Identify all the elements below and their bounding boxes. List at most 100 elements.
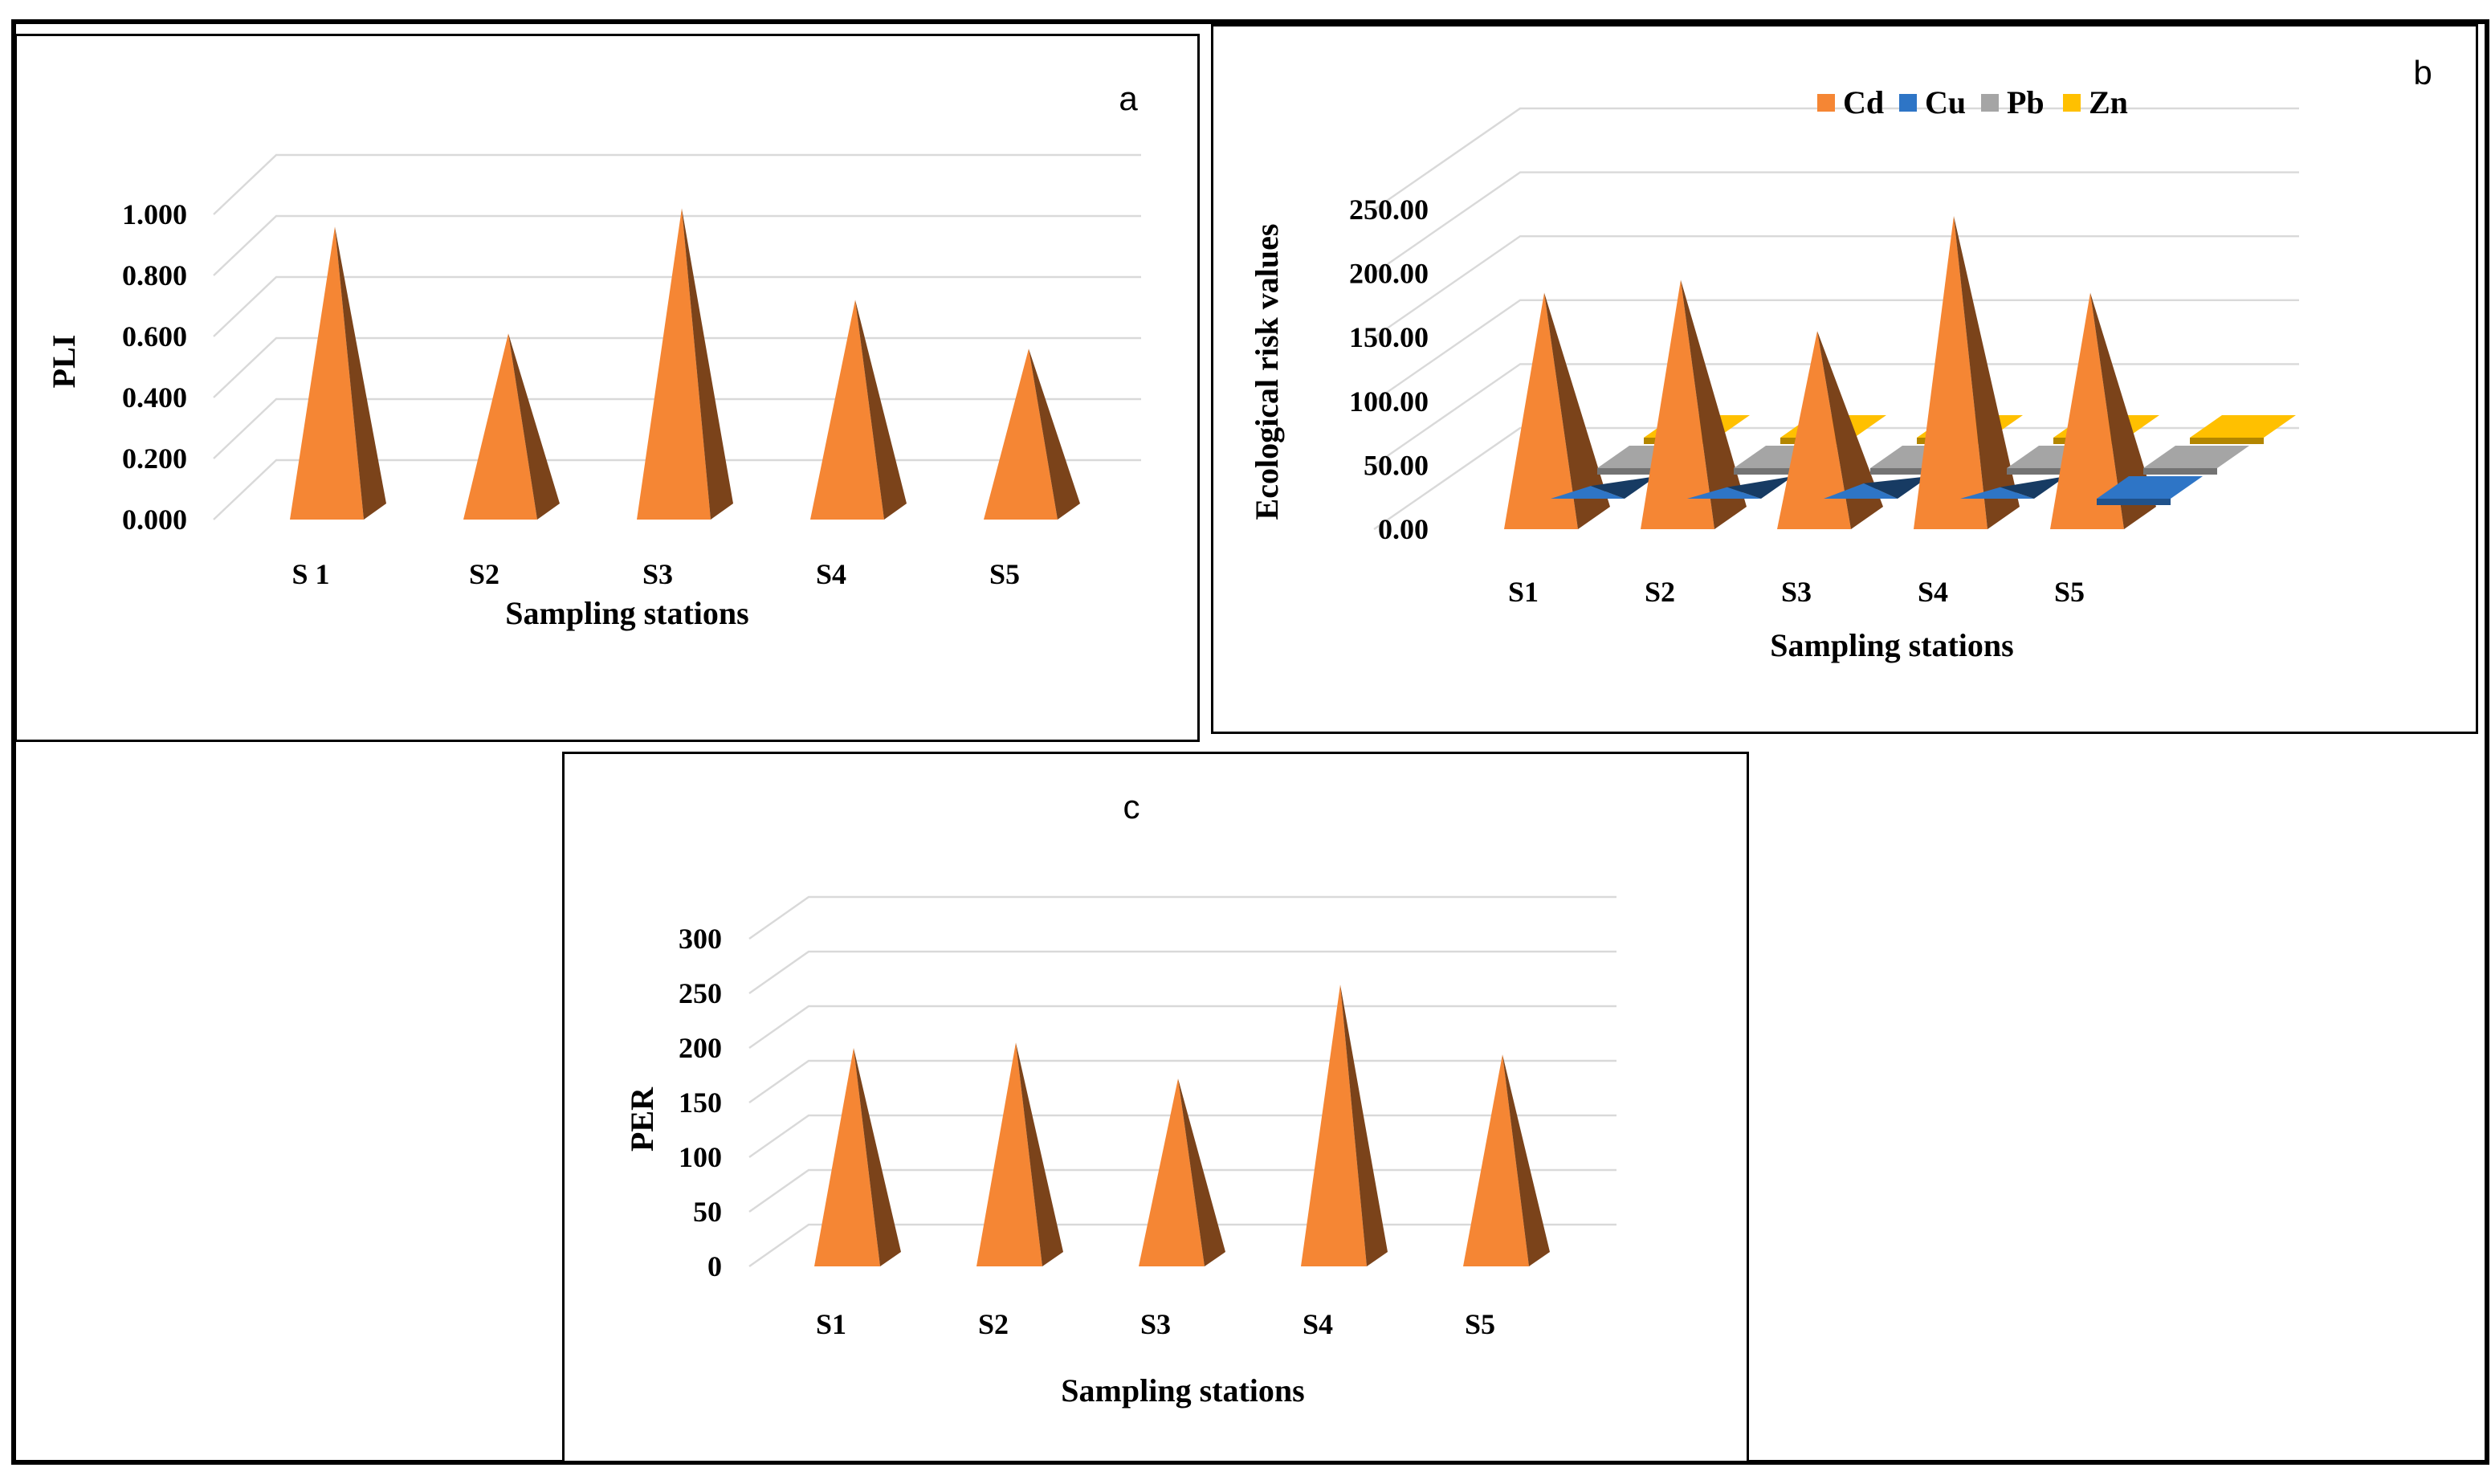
x-tick-label: S3 [1140,1308,1171,1340]
bar-side [1029,349,1080,520]
legend-label-pb: Pb [2007,84,2045,120]
x-tick-label: S1 [1508,576,1539,608]
y-axis-title: Ecological risk values [1249,224,1285,520]
bar-cd-front [1914,215,1987,529]
x-axis-title: Sampling stations [1770,627,2013,663]
bar-value-front [976,1042,1042,1266]
y-tick-label: 50.00 [1364,449,1429,481]
bar-side [1727,476,1793,499]
legend-label-cd: Cd [1843,84,1884,120]
ecological-risk-chart-svg: 0.00 50.00 100.00 150.00 200.00 250.00 S1 S2 S3 S… [1249,54,2432,663]
bar-value-front [984,349,1058,520]
gridline [1373,426,2299,530]
bar-side [508,333,560,520]
legend-swatch-pb [1981,94,1999,112]
x-tick-label: S3 [642,558,673,590]
y-tick-label: 250 [679,977,722,1009]
x-tick-label: S2 [1645,576,1675,608]
x-tick-label: S2 [469,558,499,590]
y-tick-label: 100.00 [1349,385,1429,418]
bar-value-front [463,333,537,520]
bar-side [2000,476,2066,499]
y-tick-label: 50 [693,1196,722,1228]
bar-tile-edge [2097,499,2171,505]
bar-tile-edge [2143,468,2217,475]
x-tick-label: S3 [1781,576,1812,608]
x-axis-title: Sampling stations [505,595,748,631]
y-tick-label: 0.600 [122,320,187,353]
gridline [748,950,1616,994]
x-tick-label: S 1 [292,558,329,590]
gridline [1373,171,2299,275]
bar-side [1340,985,1388,1266]
bar-value-front [637,208,711,520]
y-tick-label: 0.400 [122,381,187,414]
x-tick-label: S5 [1465,1308,1495,1340]
legend-label-zn: Zn [2089,84,2128,120]
y-tick-label: 0.00 [1378,513,1429,545]
gridline [213,275,1141,337]
legend-label-cu: Cu [1925,84,1966,120]
bar-value-front [1463,1054,1529,1266]
bar-side [1178,1078,1225,1266]
bar-value-front [814,1048,880,1266]
y-tick-label: 250.00 [1349,194,1429,226]
y-tick-label: 0.200 [122,442,187,475]
panel-c-per-chart: 0 50 100 150 200 250 300 S1 S2 S3 S4 S5 Sampling sta… [562,752,1749,1463]
bar-value-front [1301,985,1367,1266]
bar-side [855,300,907,520]
bar-side [1016,1042,1063,1266]
bar-side [682,208,733,520]
x-tick-label: S2 [978,1308,1009,1340]
bar-side [1864,476,1930,499]
y-axis-title: PLI [46,335,82,389]
bar-cu-front [1551,486,1625,499]
panel-letter: a [1119,80,1138,117]
legend-swatch-zn [2063,94,2081,112]
bar-cd-front [1504,292,1578,529]
y-tick-label: 200 [679,1032,722,1064]
y-tick-label: 100 [679,1141,722,1173]
bar-cu-front [1960,487,2034,499]
gridline [748,1005,1616,1049]
y-tick-label: 150 [679,1086,722,1119]
y-tick-label: 0.800 [122,259,187,292]
bar-side [1681,279,1747,529]
gridline [1373,235,2299,339]
bar-cd-front [1777,331,1851,529]
bar-side [1954,215,2020,529]
gridline [1373,107,2299,210]
x-tick-label: S4 [1918,576,1948,608]
bar-side [854,1048,901,1266]
y-tick-label: 300 [679,923,722,955]
bar-cu-front [1687,487,1761,499]
per-chart-svg: 0 50 100 150 200 250 300 S1 S2 S3 S4 S5 Sampling sta… [624,788,1616,1409]
bar-cd-front [2050,292,2124,529]
bar-cu-tile [2097,476,2203,499]
x-tick-label: S1 [816,1308,846,1340]
bar-zn-tile [2190,415,2296,438]
panel-letter: b [2413,54,2432,92]
bar-side [1817,331,1883,529]
gridline [1373,363,2299,467]
bar-side [335,226,386,520]
x-tick-label: S5 [2054,576,2085,608]
bar-side [1544,292,1610,529]
bar-value-front [1139,1078,1205,1266]
y-tick-label: 0.000 [122,503,187,536]
y-tick-label: 200.00 [1349,258,1429,290]
panel-letter: c [1123,788,1140,826]
x-axis-title: Sampling stations [1061,1372,1304,1409]
bar-value-front [810,300,884,520]
y-tick-label: 0 [707,1250,722,1282]
bar-tile-edge [2190,438,2264,444]
panel-a-pli-chart: 0.000 0.200 0.400 0.600 0.800 1.000 S 1 S2 S3 S4 S… [14,34,1200,742]
y-axis-title: PER [624,1086,660,1152]
x-tick-label: S4 [816,558,846,590]
gridline [213,214,1141,276]
bar-side [1591,476,1657,499]
bar-value-front [290,226,364,520]
bar-cd-front [1641,279,1714,529]
legend-swatch-cu [1899,94,1917,112]
bar-side [1502,1054,1550,1266]
